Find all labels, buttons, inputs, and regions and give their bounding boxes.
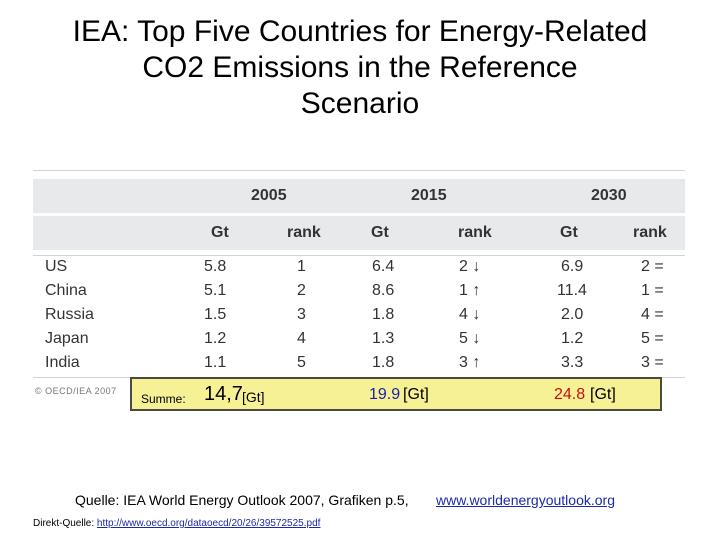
website-link[interactable]: www.worldenergyoutlook.org [436, 492, 615, 508]
subheader-band [33, 216, 685, 250]
slide-title: IEA: Top Five Countries for Energy-Relat… [0, 14, 720, 122]
summary-2005-value: 14,7 [204, 383, 243, 405]
row-country: India [45, 354, 80, 371]
direct-source-link[interactable]: http://www.oecd.org/dataoecd/20/26/39572… [96, 518, 321, 529]
source-citation: Quelle: IEA World Energy Outlook 2007, G… [75, 492, 409, 508]
header-divider [33, 255, 685, 256]
row-cell: 1.2 [204, 330, 227, 347]
row-cell: 1.8 [372, 306, 395, 323]
row-cell: 6.9 [561, 258, 584, 275]
emissions-table: 2005 2015 2030 Gt rank Gt rank Gt rank U… [33, 170, 685, 403]
subheader-rank-2030: rank [633, 224, 667, 241]
row-cell: 1 ↑ [459, 282, 481, 299]
row-cell: 1 [297, 258, 306, 275]
summary-2030-value: 24.8 [554, 386, 586, 403]
year-2005-header: 2005 [251, 187, 287, 204]
row-cell: 2 ↓ [459, 258, 481, 275]
row-cell: 1.5 [204, 306, 227, 323]
row-cell: 3.3 [561, 354, 584, 371]
row-cell: 1.2 [561, 330, 584, 347]
title-line-2: CO2 Emissions in the Reference [142, 51, 578, 84]
subheader-rank-2015: rank [458, 224, 492, 241]
subheader-gt-2015: Gt [371, 224, 389, 241]
row-cell: 5 = [641, 330, 664, 347]
row-cell: 5.1 [204, 282, 227, 299]
row-cell: 2 [297, 282, 306, 299]
row-country: Japan [45, 330, 89, 347]
row-cell: 5.8 [204, 258, 227, 275]
row-cell: 4 ↓ [459, 306, 481, 323]
summary-2005-unit: [Gt] [242, 389, 265, 405]
title-line-1: IEA: Top Five Countries for Energy-Relat… [72, 15, 648, 48]
year-2030-header: 2030 [591, 187, 627, 204]
summary-label: Summe: [141, 392, 186, 406]
row-cell: 8.6 [372, 282, 395, 299]
row-cell: 6.4 [372, 258, 395, 275]
year-header-band [33, 179, 685, 213]
row-cell: 3 ↑ [459, 354, 481, 371]
row-cell: 5 [297, 354, 306, 371]
title-line-3: Scenario [300, 87, 420, 120]
row-cell: 1.8 [372, 354, 395, 371]
row-cell: 2 = [641, 258, 664, 275]
row-cell: 1.1 [204, 354, 227, 371]
subheader-gt-2030: Gt [560, 224, 578, 241]
row-country: Russia [45, 306, 94, 323]
row-country: China [45, 282, 87, 299]
direct-source-label: Direkt-Quelle: [33, 518, 95, 529]
table-copyright: © OECD/IEA 2007 [35, 386, 117, 396]
row-cell: 11.4 [557, 282, 587, 299]
year-2015-header: 2015 [411, 187, 447, 204]
row-cell: 2.0 [561, 306, 584, 323]
summary-2030-unit: [Gt] [590, 386, 616, 403]
row-cell: 3 [297, 306, 306, 323]
summary-box: Summe: 14,7 [Gt] 19.9 [Gt] 24.8 [Gt] [130, 377, 662, 411]
row-cell: 4 [297, 330, 306, 347]
direct-source: Direkt-Quelle: http://www.oecd.org/datao… [33, 518, 320, 529]
row-cell: 4 = [641, 306, 664, 323]
summary-2015-unit: [Gt] [403, 386, 429, 403]
subheader-gt-2005: Gt [211, 224, 229, 241]
subheader-rank-2005: rank [287, 224, 321, 241]
row-country: US [45, 258, 68, 275]
row-cell: 3 = [641, 354, 664, 371]
summary-2015-value: 19.9 [369, 386, 401, 403]
row-cell: 1 = [641, 282, 664, 299]
row-cell: 1.3 [372, 330, 395, 347]
row-cell: 5 ↓ [459, 330, 481, 347]
